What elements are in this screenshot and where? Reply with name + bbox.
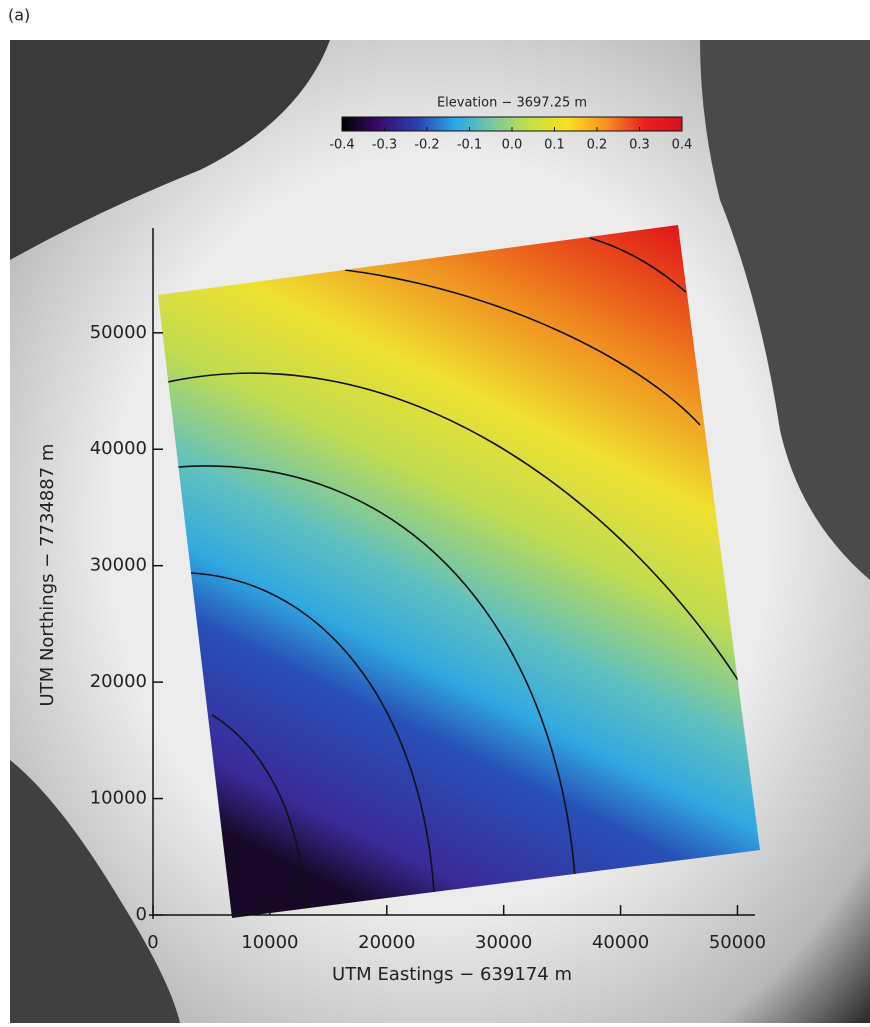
figure: (a) UTM Eastings − 639174 m UTM Northing… <box>0 0 870 1023</box>
page: {"panel_label": "(a)", "chart_data": {"t… <box>0 0 870 1023</box>
x-tick-label: 40000 <box>592 932 649 953</box>
elevation-field <box>158 225 760 918</box>
colorbar-tick-label: 0.2 <box>587 138 608 153</box>
y-tick-label: 50000 <box>90 322 147 343</box>
x-tick-label: 10000 <box>241 932 298 953</box>
y-tick-label: 40000 <box>90 438 147 459</box>
colorbar-tick-label: -0.1 <box>457 138 482 153</box>
y-tick-label: 20000 <box>90 671 147 692</box>
colorbar-tick-label: 0.1 <box>544 138 565 153</box>
colorbar-title: Elevation − 3697.25 m <box>437 96 587 111</box>
x-tick-label: 30000 <box>475 932 532 953</box>
panel-label: (a) <box>8 6 30 25</box>
colorbar-tick-label: 0.0 <box>502 138 523 153</box>
colorbar-tick-label: 0.4 <box>672 138 693 153</box>
colorbar-tick-label: -0.4 <box>329 138 354 153</box>
colorbar-tick-label: 0.3 <box>629 138 650 153</box>
colorbar-tick-label: -0.2 <box>414 138 439 153</box>
y-tick-label: 10000 <box>90 788 147 809</box>
y-tick-label: 30000 <box>90 555 147 576</box>
colorbar-tick-label: -0.3 <box>372 138 397 153</box>
x-axis-label: UTM Eastings − 639174 m <box>332 964 572 985</box>
y-axis-label: UTM Northings − 7734887 m <box>37 444 58 707</box>
x-tick-label: 50000 <box>709 932 766 953</box>
x-tick-label: 20000 <box>358 932 415 953</box>
y-tick-label: 0 <box>136 904 147 925</box>
x-tick-label: 0 <box>147 932 158 953</box>
